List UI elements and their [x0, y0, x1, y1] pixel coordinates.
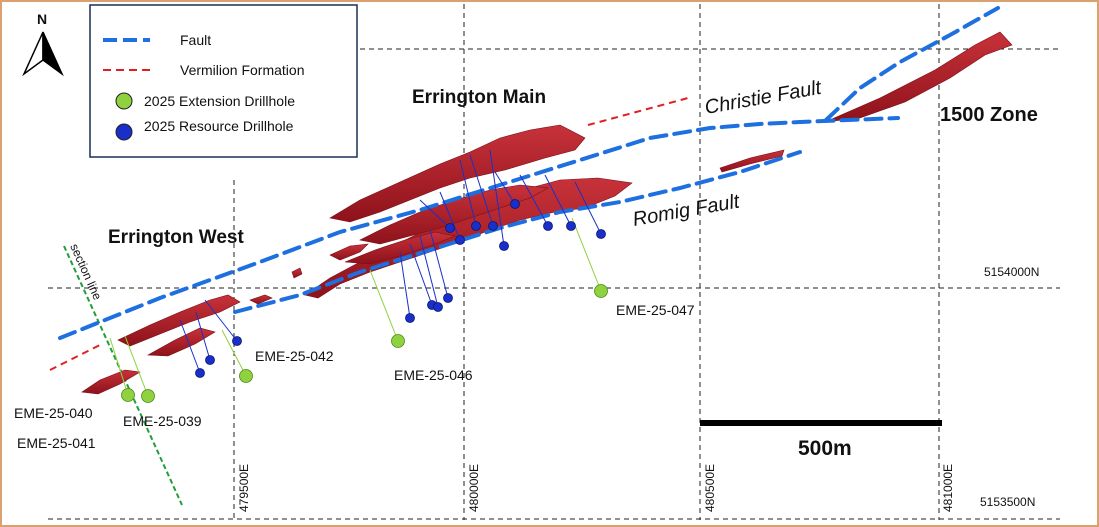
north-arrow-right-half: [42, 31, 64, 77]
orebody-1500-zone: [824, 31, 1013, 123]
drillhole-label-eme-040: EME-25-040: [14, 405, 93, 421]
orebody-small-a: [291, 267, 303, 279]
resource-drillhole: [455, 235, 465, 245]
resource-drillhole: [195, 368, 205, 378]
orebody-west-lower: [81, 369, 141, 395]
orebody-west-lobe: [146, 327, 216, 357]
orebody-main-lower: [344, 231, 457, 265]
area-label-1500-zone: 1500 Zone: [940, 104, 1038, 126]
resource-drillhole: [566, 221, 576, 231]
resource-drillhole: [232, 336, 242, 346]
area-label-errington-west: Errington West: [108, 227, 244, 248]
orebody-main-west-lobe: [329, 243, 369, 261]
resource-drillhole: [596, 229, 606, 239]
grid-label-479500e: 479500E: [237, 464, 251, 512]
area-label-errington-main: Errington Main: [412, 87, 546, 108]
legend-resource-symbol: [115, 123, 133, 141]
drillhole-label-eme-042: EME-25-042: [255, 348, 334, 364]
grid-label-5153500n: 5153500N: [980, 495, 1035, 509]
extension-drillhole: [121, 388, 135, 402]
resource-drillhole: [443, 293, 453, 303]
north-arrow: N: [22, 11, 64, 77]
legend-resource-label: 2025 Resource Drillhole: [144, 118, 294, 134]
fault-christie-north: [824, 6, 1000, 122]
north-arrow-label: N: [37, 11, 47, 27]
extension-drillhole: [594, 284, 608, 298]
resource-drillhole: [433, 302, 443, 312]
resource-drillhole: [205, 355, 215, 365]
fault-label-romig: Romig Fault: [631, 190, 742, 231]
legend-box: [89, 4, 358, 158]
orebody-main-north: [329, 124, 586, 223]
extension-drillhole: [239, 369, 253, 383]
north-arrow-left-half: [22, 31, 44, 77]
resource-drillhole: [471, 221, 481, 231]
orebody-west-main: [117, 294, 241, 347]
legend-extension-symbol: [115, 92, 133, 110]
extension-drillhole: [141, 389, 155, 403]
orebodies: [81, 31, 1013, 395]
fault-label-christie: Christie Fault: [703, 77, 824, 119]
extension-drillhole: [391, 334, 405, 348]
scale-bar-label: 500m: [798, 437, 852, 460]
drillhole-label-eme-047: EME-25-047: [616, 302, 695, 318]
orebody-east-small: [719, 149, 785, 173]
resource-drillhole: [445, 223, 455, 233]
faults: [58, 6, 1000, 340]
grid-label-481000e: 481000E: [941, 464, 955, 512]
legend-fault-label: Fault: [180, 32, 211, 48]
resource-drillhole: [488, 221, 498, 231]
legend: Fault Vermilion Formation 2025 Extension…: [89, 4, 358, 158]
extension-drillholes: [121, 284, 608, 403]
resource-drillhole: [499, 241, 509, 251]
drillhole-label-eme-039: EME-25-039: [123, 413, 202, 429]
drill-traces: [109, 149, 602, 397]
legend-vermilion-label: Vermilion Formation: [180, 62, 305, 78]
vermilion-formation: [49, 97, 689, 371]
fault-romig: [233, 150, 802, 314]
fault-upper: [58, 116, 900, 340]
resource-drillhole: [405, 313, 415, 323]
resource-drillhole: [543, 221, 553, 231]
drillhole-label-eme-046: EME-25-046: [394, 367, 473, 383]
drillhole-label-eme-041: EME-25-041: [17, 435, 96, 451]
legend-extension-label: 2025 Extension Drillhole: [144, 93, 295, 109]
grid-lines: [48, 4, 1060, 520]
orebody-west-small: [249, 294, 273, 305]
resource-drillholes: [195, 199, 606, 378]
grid-label-480000e: 480000E: [467, 464, 481, 512]
resource-drillhole: [510, 199, 520, 209]
grid-label-480500e: 480500E: [703, 464, 717, 512]
grid-label-5154000n: 5154000N: [984, 265, 1039, 279]
